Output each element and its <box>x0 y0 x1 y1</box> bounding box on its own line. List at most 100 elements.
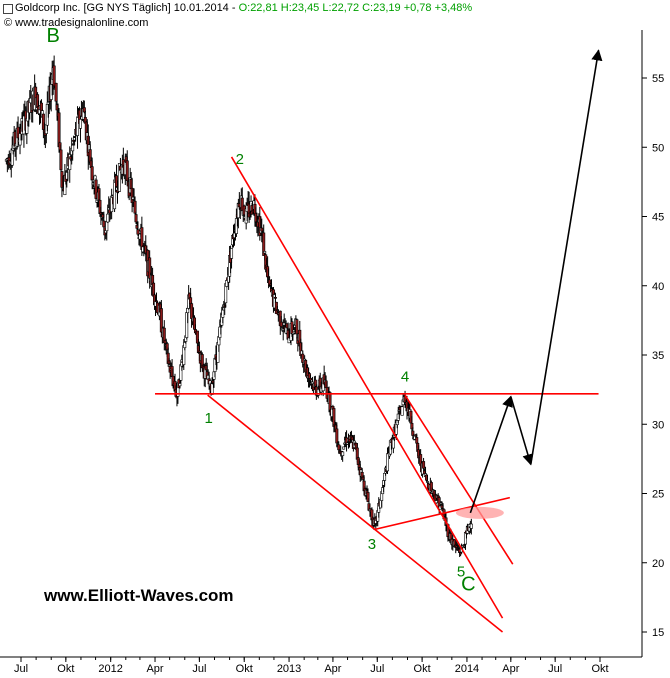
chart-header: Goldcorp Inc. [GG NYS Täglich] 10.01.201… <box>15 2 472 14</box>
candle-body <box>221 309 225 318</box>
candle-body <box>308 378 312 381</box>
y-tick-label: 20 <box>652 558 664 570</box>
x-tick-label: Apr <box>146 663 163 675</box>
candle-body <box>78 119 82 129</box>
candle-body <box>178 383 182 387</box>
watermark-text: www.Elliott-Waves.com <box>44 586 234 605</box>
candle-body <box>52 65 56 87</box>
candle-body <box>469 523 473 529</box>
wave-label: 1 <box>204 410 212 427</box>
candle-body <box>106 213 110 223</box>
wave-labels-group: B 1 2 3 4 5C <box>46 25 475 595</box>
candle-body <box>411 430 415 436</box>
candle-body <box>68 154 72 170</box>
candle-body <box>337 444 341 451</box>
candle-body <box>290 321 294 335</box>
checkbox-icon[interactable] <box>3 4 13 14</box>
highlight-zone <box>455 506 504 519</box>
candle-body <box>342 446 346 450</box>
candle-body <box>117 163 121 192</box>
x-tick-label: Jul <box>370 663 384 675</box>
y-tick-label: 25 <box>652 489 664 501</box>
y-tick-label: 50 <box>652 142 664 154</box>
x-tick-label: Okt <box>236 663 253 675</box>
projection-group <box>469 49 603 514</box>
x-tick-label: Apr <box>502 663 519 675</box>
candle-body <box>291 332 295 335</box>
candle-body <box>71 144 75 152</box>
candle-body <box>210 383 214 395</box>
quote-values: O:22,81 H:23,45 L:22,72 C:23,19 +0,78 +3… <box>238 2 473 14</box>
wave-label: 3 <box>368 536 376 553</box>
y-tick-label: 40 <box>652 281 664 293</box>
wave-label: 4 <box>401 368 409 385</box>
candle-body <box>154 300 158 303</box>
candle-body <box>386 453 390 472</box>
candle-body <box>183 342 187 349</box>
candle-body <box>125 160 129 182</box>
x-tick-label: 2014 <box>455 663 479 675</box>
x-tick-label: Okt <box>414 663 431 675</box>
candle-body <box>415 437 419 444</box>
x-tick-label: Jul <box>14 663 28 675</box>
candle-body <box>165 343 169 351</box>
candle-body <box>366 492 370 502</box>
x-tick-label: 2013 <box>277 663 301 675</box>
candle-body <box>41 113 45 130</box>
candle-body <box>82 107 86 113</box>
candle-body <box>268 279 272 286</box>
trend-line <box>230 156 504 619</box>
candle-body <box>195 330 199 344</box>
candle-body <box>410 422 414 430</box>
candle-body <box>148 257 152 279</box>
trend-line <box>374 496 511 531</box>
candle-body <box>434 500 438 504</box>
x-tick-label: Jul <box>548 663 562 675</box>
candle-body <box>301 353 305 363</box>
candle-body <box>391 438 395 449</box>
wave-label: B <box>46 25 59 47</box>
candle-body <box>332 408 336 427</box>
candle-body <box>429 482 433 492</box>
candle-body <box>273 297 277 299</box>
candle-body <box>134 214 138 223</box>
candle-body <box>425 481 429 483</box>
candle-body <box>263 251 267 254</box>
candle-body <box>133 200 137 214</box>
candle-body <box>16 126 20 139</box>
x-tick-label: 2012 <box>98 663 122 675</box>
trend-line <box>404 394 514 565</box>
candle-body <box>422 461 426 469</box>
candle-body <box>459 552 463 555</box>
projection-arrow <box>469 395 513 514</box>
y-tick-label: 15 <box>652 627 664 639</box>
candle-body <box>230 248 234 259</box>
y-tick-label: 45 <box>652 212 664 224</box>
wave-label: C <box>461 573 475 595</box>
y-tick-label: 55 <box>652 73 664 85</box>
candle-body <box>341 451 345 456</box>
candle-body <box>310 381 314 385</box>
candle-body <box>316 389 320 396</box>
x-tick-label: Okt <box>591 663 608 675</box>
source-label: © www.tradesignalonline.com <box>4 17 149 29</box>
x-tick-label: Jul <box>192 663 206 675</box>
candle-body <box>279 321 283 327</box>
x-tick-label: Apr <box>324 663 341 675</box>
y-tick-label: 35 <box>652 350 664 362</box>
candle-body <box>267 276 271 278</box>
wave-label: 5 <box>457 564 465 581</box>
candle-body <box>90 166 94 181</box>
candle-body <box>313 379 317 387</box>
candle-body <box>59 149 63 171</box>
candle-body <box>260 227 264 232</box>
candles-group <box>4 55 473 558</box>
projection-arrow <box>530 49 603 465</box>
candle-body <box>295 319 299 335</box>
projection-arrow <box>510 396 534 466</box>
candle-body <box>54 82 58 102</box>
candle-body <box>400 406 404 416</box>
y-tick-label: 30 <box>652 419 664 431</box>
candle-body <box>190 303 194 319</box>
